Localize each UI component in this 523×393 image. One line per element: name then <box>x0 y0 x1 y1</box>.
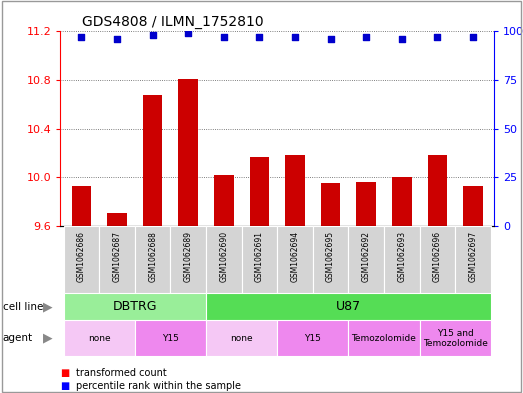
Point <box>433 34 441 40</box>
Bar <box>277 226 313 293</box>
Point <box>220 34 228 40</box>
Bar <box>249 157 269 226</box>
Text: GSM1062697: GSM1062697 <box>469 231 477 283</box>
Bar <box>64 320 135 356</box>
Point <box>149 32 157 39</box>
Text: Y15: Y15 <box>162 334 179 343</box>
Text: agent: agent <box>3 333 33 343</box>
Text: none: none <box>88 334 110 343</box>
Text: DBTRG: DBTRG <box>112 300 157 313</box>
Text: none: none <box>230 334 253 343</box>
Text: GSM1062692: GSM1062692 <box>361 231 371 282</box>
Point <box>77 34 86 40</box>
Text: U87: U87 <box>336 300 361 313</box>
Text: GSM1062689: GSM1062689 <box>184 231 193 282</box>
Text: transformed count: transformed count <box>76 367 167 378</box>
Bar <box>72 186 92 226</box>
Point <box>397 36 406 42</box>
Point <box>362 34 370 40</box>
Point <box>326 36 335 42</box>
Text: Y15 and
Temozolomide: Y15 and Temozolomide <box>423 329 487 348</box>
Text: GDS4808 / ILMN_1752810: GDS4808 / ILMN_1752810 <box>82 15 264 29</box>
Text: GSM1062687: GSM1062687 <box>112 231 121 282</box>
Bar <box>463 186 483 226</box>
Bar <box>170 226 206 293</box>
Bar <box>427 156 447 226</box>
Text: GSM1062695: GSM1062695 <box>326 231 335 283</box>
Bar <box>313 226 348 293</box>
Bar <box>64 293 206 320</box>
Text: GSM1062688: GSM1062688 <box>148 231 157 282</box>
Bar <box>356 182 376 226</box>
Text: GSM1062686: GSM1062686 <box>77 231 86 282</box>
Bar <box>392 177 412 226</box>
Point <box>184 30 192 37</box>
Bar <box>206 293 491 320</box>
Text: ▶: ▶ <box>43 332 53 345</box>
Bar <box>206 320 277 356</box>
Point <box>291 34 299 40</box>
Text: GSM1062693: GSM1062693 <box>397 231 406 283</box>
Point <box>255 34 264 40</box>
Bar <box>178 79 198 226</box>
Bar <box>384 226 419 293</box>
Text: GSM1062691: GSM1062691 <box>255 231 264 282</box>
Text: ■: ■ <box>60 367 70 378</box>
Text: cell line: cell line <box>3 301 43 312</box>
Bar <box>348 226 384 293</box>
Bar <box>135 226 170 293</box>
Bar <box>107 213 127 226</box>
Bar <box>242 226 277 293</box>
Text: ▶: ▶ <box>43 300 53 313</box>
Bar <box>419 320 491 356</box>
Text: Temozolomide: Temozolomide <box>351 334 416 343</box>
Point <box>113 36 121 42</box>
Bar <box>277 320 348 356</box>
Bar <box>321 184 340 226</box>
Text: GSM1062696: GSM1062696 <box>433 231 442 283</box>
Text: Y15: Y15 <box>304 334 321 343</box>
Bar <box>214 175 234 226</box>
Bar <box>64 226 99 293</box>
Bar <box>99 226 135 293</box>
Bar <box>135 320 206 356</box>
Bar <box>348 320 419 356</box>
Text: ■: ■ <box>60 381 70 391</box>
Bar <box>455 226 491 293</box>
Bar <box>206 226 242 293</box>
Point <box>469 34 477 40</box>
Bar <box>143 95 163 226</box>
Bar <box>285 156 305 226</box>
Text: GSM1062694: GSM1062694 <box>290 231 300 283</box>
Text: GSM1062690: GSM1062690 <box>219 231 229 283</box>
Text: percentile rank within the sample: percentile rank within the sample <box>76 381 241 391</box>
Bar <box>419 226 455 293</box>
